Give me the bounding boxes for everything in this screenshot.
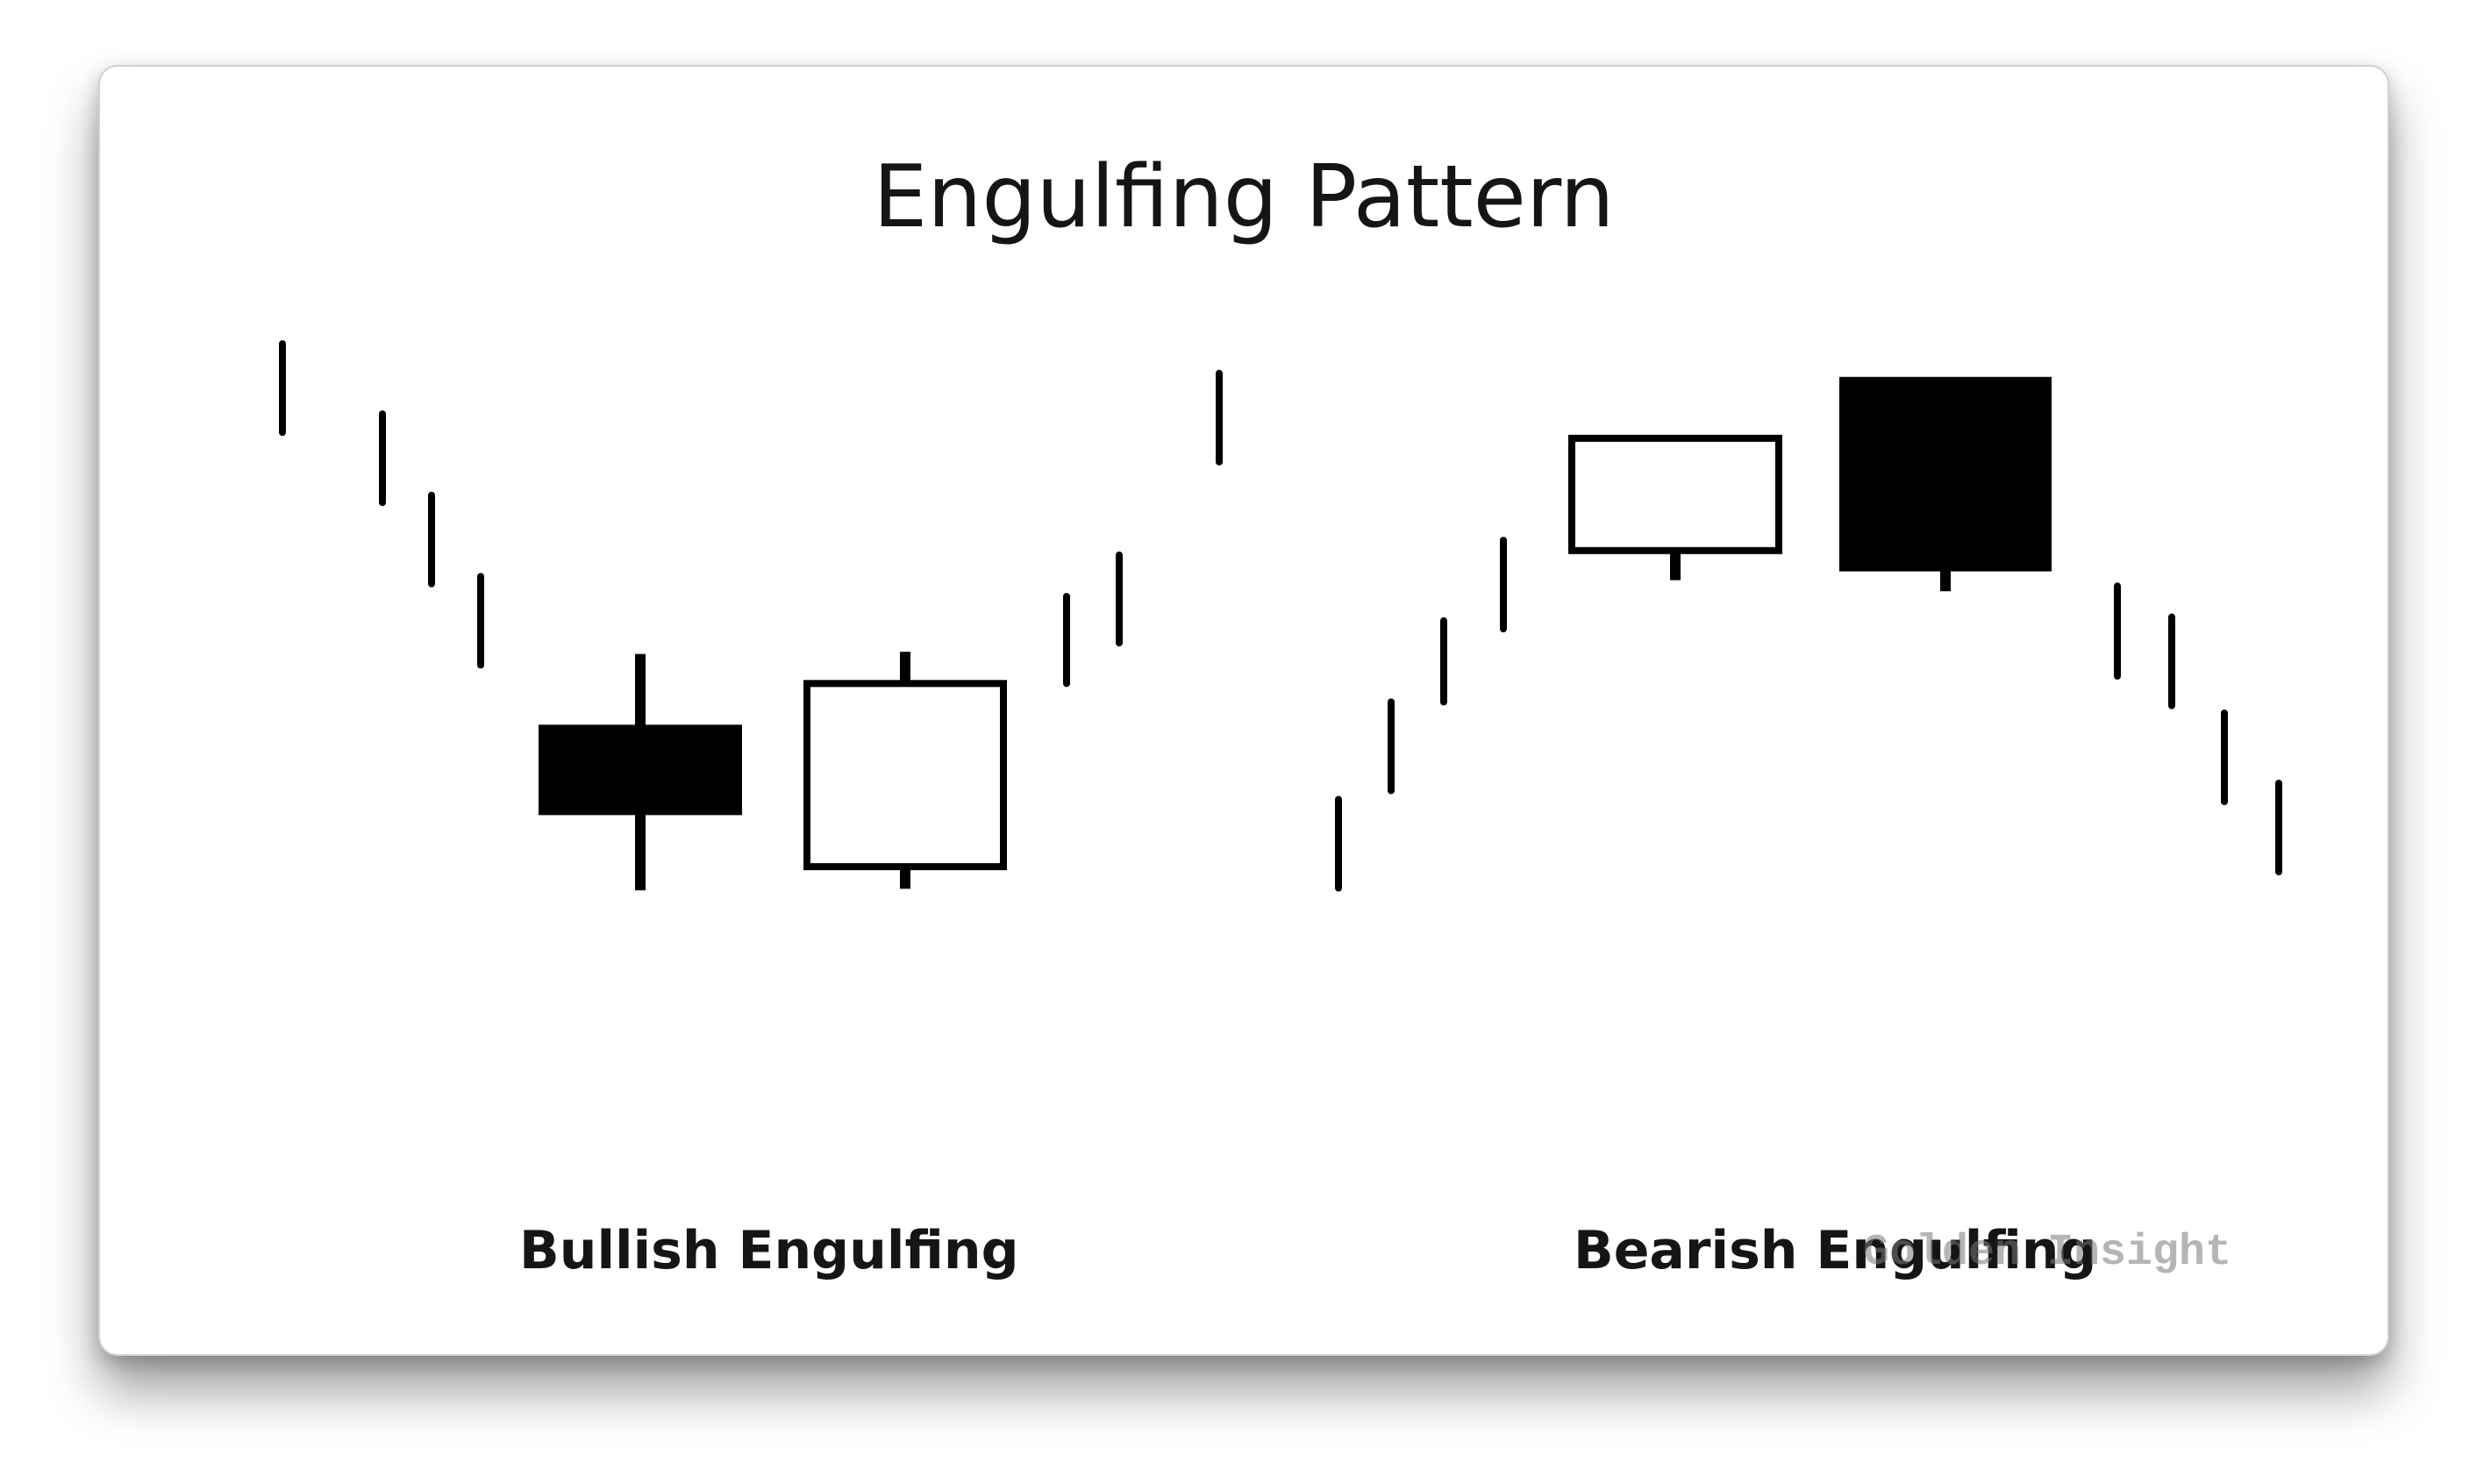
watermark: Golden Insight [1863, 1228, 2232, 1278]
bullish-engulfing-bullish-candle-6 [803, 680, 1007, 871]
bullish-engulfing-bearish-candle-5 [539, 724, 742, 816]
diagram-title: Engulfing Pattern [873, 147, 1615, 247]
bullish-engulfing-label: Bullish Engulfing [519, 1220, 1019, 1281]
bearish-engulfing-label: Bearish Engulfing [1574, 1220, 2097, 1281]
diagram-card: Engulfing Pattern Bullish Engulfing Bear… [98, 65, 2389, 1356]
candlestick-diagram [279, 340, 2282, 892]
bearish-engulfing-bearish-candle-6 [1839, 376, 2052, 572]
bearish-engulfing-bullish-candle-5 [1568, 434, 1782, 554]
